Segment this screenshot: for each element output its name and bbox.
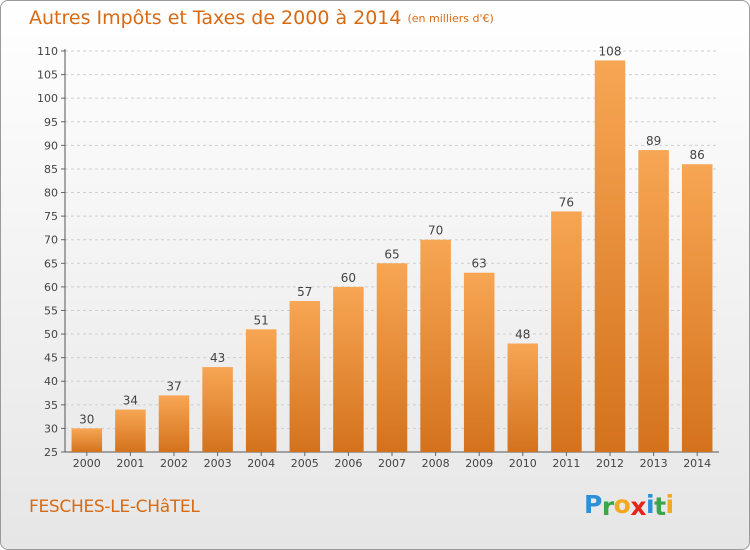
logo-letter: o xyxy=(613,490,631,519)
x-tick-label-2006: 2006 xyxy=(334,457,362,470)
x-tick-label-2000: 2000 xyxy=(73,457,101,470)
chart-unit: (en milliers d'€) xyxy=(407,12,494,25)
data-label-2014: 86 xyxy=(690,148,705,162)
y-tick-label: 70 xyxy=(44,234,58,247)
logo-letter: r xyxy=(601,492,614,521)
data-label-2004: 51 xyxy=(254,313,269,327)
chart-title: Autres Impôts et Taxes de 2000 à 2014 (en… xyxy=(29,7,494,29)
bar-2000 xyxy=(71,428,103,452)
bar-2013 xyxy=(638,150,669,452)
bar-2007 xyxy=(376,263,408,452)
logo-letter: t xyxy=(654,492,666,521)
x-tick-label-2014: 2014 xyxy=(683,457,711,470)
y-tick-label: 110 xyxy=(37,45,58,58)
y-tick-label: 50 xyxy=(44,328,58,341)
bar-2010 xyxy=(507,343,539,452)
y-tick-label: 65 xyxy=(44,257,58,270)
x-tick-label-2010: 2010 xyxy=(509,457,537,470)
x-tick-label-2013: 2013 xyxy=(640,457,668,470)
x-tick-label-2001: 2001 xyxy=(116,457,144,470)
data-label-2005: 57 xyxy=(297,285,312,299)
x-tick-label-2004: 2004 xyxy=(247,457,275,470)
proxiti-logo: Proxiti xyxy=(584,490,675,521)
bar-2003 xyxy=(202,367,233,452)
logo-letter: i xyxy=(646,490,655,519)
logo-letter: P xyxy=(584,490,602,519)
y-tick-label: 55 xyxy=(44,304,58,317)
y-tick-label: 85 xyxy=(44,163,58,176)
bars xyxy=(71,60,713,453)
commune-name: FESCHES-LE-CHâTEL xyxy=(29,497,200,517)
x-tick-label-2009: 2009 xyxy=(465,457,493,470)
y-tick-label: 60 xyxy=(44,281,58,294)
data-label-2002: 37 xyxy=(166,379,181,393)
bar-2008 xyxy=(420,239,451,452)
logo-letter: i xyxy=(665,490,675,519)
data-label-2011: 76 xyxy=(559,195,574,209)
x-tick-labels: 2000 2001 2002 2003 2004 2005 2006 2007 2008 2009… xyxy=(73,457,711,470)
y-tick-label: 80 xyxy=(44,187,58,200)
data-label-2007: 65 xyxy=(384,247,399,261)
chart-title-text: Autres Impôts et Taxes de 2000 à 2014 xyxy=(29,7,402,29)
x-tick-label-2007: 2007 xyxy=(378,457,406,470)
x-tick-label-2002: 2002 xyxy=(160,457,188,470)
data-label-2003: 43 xyxy=(210,351,225,365)
bar-2009 xyxy=(463,272,495,452)
y-tick-label: 105 xyxy=(37,69,58,82)
logo-letter: x xyxy=(630,492,646,521)
bar-2002 xyxy=(158,395,190,452)
bar-2005 xyxy=(289,301,321,452)
bar-2011 xyxy=(551,211,582,452)
bar-2004 xyxy=(245,329,277,452)
y-tick-labels: 25 30 35 40 45 50 55 60 65 70 75 80 85 90 95 100 105 110 xyxy=(37,45,58,459)
data-label-2009: 63 xyxy=(472,257,487,271)
data-label-2006: 60 xyxy=(341,271,356,285)
y-tick-label: 30 xyxy=(44,422,58,435)
y-tick-label: 25 xyxy=(44,446,58,459)
y-tick-label: 35 xyxy=(44,399,58,412)
data-label-2013: 89 xyxy=(646,134,661,148)
y-tick-label: 75 xyxy=(44,210,58,223)
data-label-2010: 48 xyxy=(515,327,530,341)
y-tick-label: 100 xyxy=(37,92,58,105)
bar-2012 xyxy=(594,60,626,452)
y-tick-label: 45 xyxy=(44,352,58,365)
x-tick-label-2003: 2003 xyxy=(204,457,232,470)
x-tick-label-2005: 2005 xyxy=(291,457,319,470)
y-tick-label: 40 xyxy=(44,375,58,388)
x-tick-label-2008: 2008 xyxy=(422,457,450,470)
y-tick-label: 95 xyxy=(44,116,58,129)
x-tick-label-2011: 2011 xyxy=(552,457,580,470)
bar-2014 xyxy=(681,164,713,453)
bar-2006 xyxy=(333,286,364,452)
data-label-2000: 30 xyxy=(79,412,94,426)
data-labels: 30 34 37 43 51 57 60 65 70 63 48 76 108 89 86 xyxy=(79,44,705,426)
data-label-2008: 70 xyxy=(428,224,443,238)
data-label-2012: 108 xyxy=(599,44,622,58)
data-label-2001: 34 xyxy=(123,394,138,408)
bar-2001 xyxy=(115,409,146,452)
y-tick-label: 90 xyxy=(44,139,58,152)
x-tick-label-2012: 2012 xyxy=(596,457,624,470)
